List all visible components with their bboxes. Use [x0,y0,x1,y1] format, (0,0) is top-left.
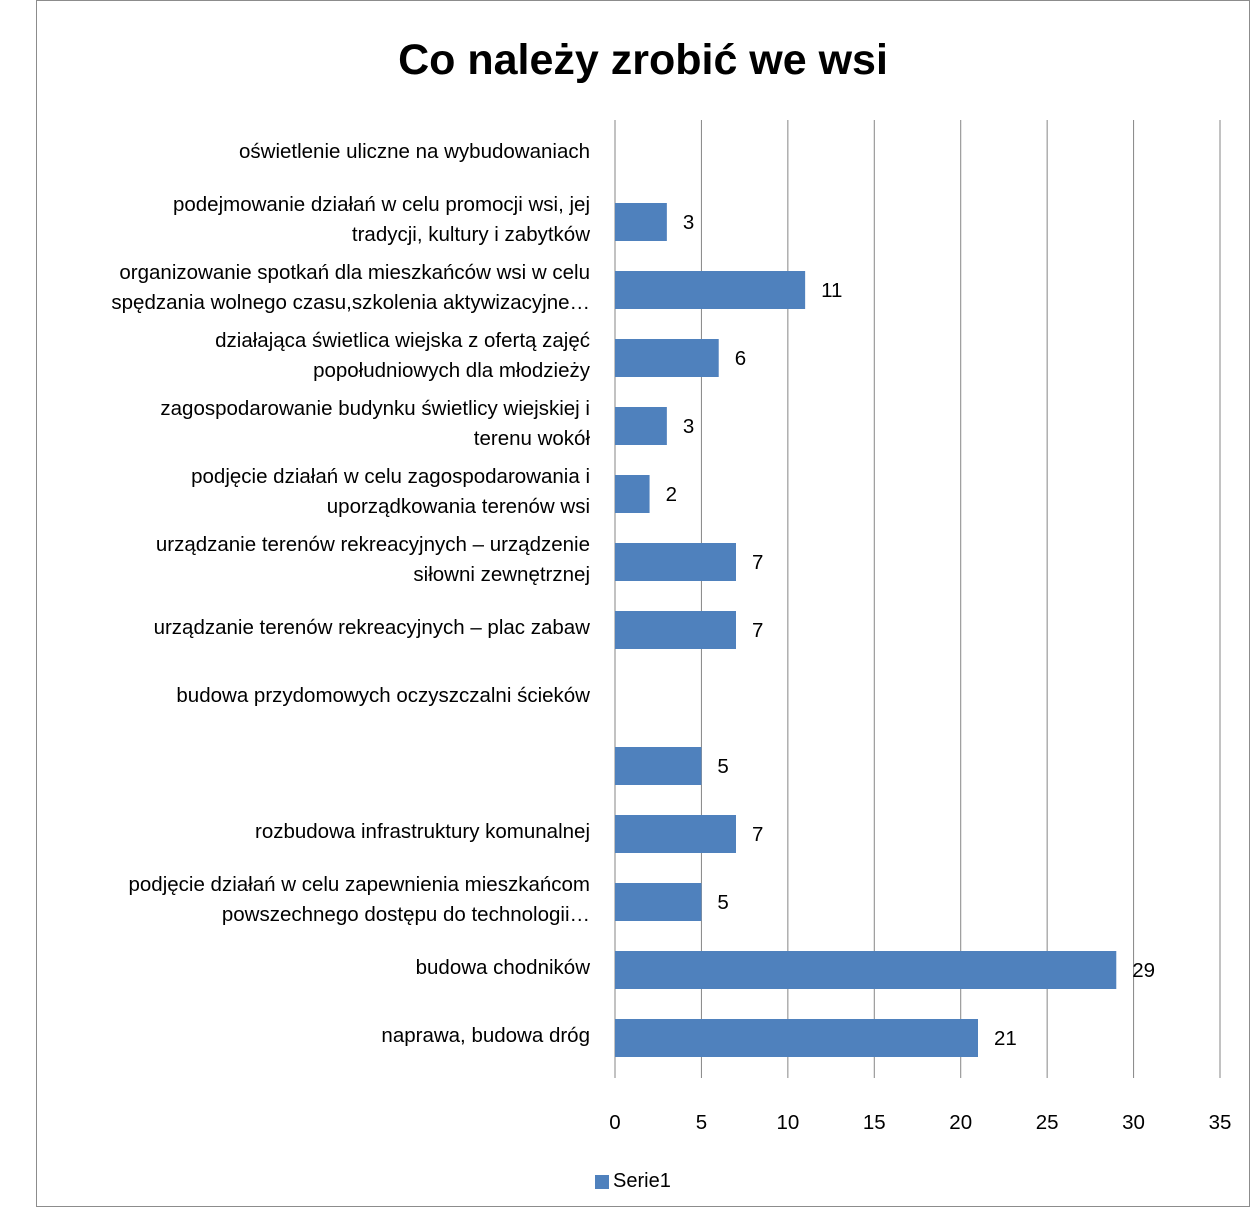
category-label: naprawa, budowa dróg [10,1021,590,1051]
x-tick-label: 0 [609,1111,620,1134]
x-tick-label: 20 [949,1111,972,1134]
data-label: 11 [821,279,842,302]
bar [615,407,667,445]
chart-frame [36,0,1250,1207]
category-label-line: podjęcie działań w celu zapewnienia mies… [128,873,590,896]
x-tick-label: 30 [1122,1111,1145,1134]
bar [615,951,1117,989]
category-label-line: organizowanie spotkań dla mieszkańców ws… [119,261,590,284]
legend: Serie1 [595,1170,671,1193]
category-label: oświetlenie uliczne na wybudowaniach [10,137,590,167]
data-label: 7 [752,619,763,642]
bar [615,883,702,921]
bar [615,1019,978,1057]
category-label-line: tradycji, kultury i zabytków [351,223,590,246]
category-label-line: urządzanie terenów rekreacyjnych – plac … [153,616,590,639]
data-label: 6 [735,347,746,370]
category-label-line: powszechnego dostępu do technologii… [221,903,590,926]
category-label: budowa chodników [10,953,590,983]
bar [615,747,702,785]
x-tick-label: 25 [1036,1111,1059,1134]
category-label: podjęcie działań w celu zagospodarowania… [10,462,590,522]
category-label: organizowanie spotkań dla mieszkańców ws… [10,258,590,318]
category-label: podejmowanie działań w celu promocji wsi… [10,190,590,250]
category-label: rozbudowa infrastruktury komunalnej [10,817,590,847]
bar [615,815,736,853]
data-label: 2 [666,483,677,506]
chart-title: Co należy zrobić we wsi [398,36,888,84]
category-label-line: urządzanie terenów rekreacyjnych – urząd… [155,533,590,556]
x-tick-label: 5 [696,1111,707,1134]
category-label-line: podejmowanie działań w celu promocji wsi… [172,193,590,216]
data-label: 3 [683,415,694,438]
category-label: urządzanie terenów rekreacyjnych – plac … [10,613,590,643]
bar [615,543,736,581]
category-label-line: terenu wokół [473,427,590,450]
category-label: urządzanie terenów rekreacyjnych – urząd… [10,530,590,590]
bar [615,475,650,513]
legend-series-name: Serie1 [613,1170,671,1192]
category-label-line: podjęcie działań w celu zagospodarowania… [191,465,590,488]
data-label: 7 [752,823,763,846]
category-label-line: budowa przydomowych oczyszczalni ścieków [176,684,590,707]
x-tick-label: 35 [1209,1111,1232,1134]
category-label-line: rozbudowa infrastruktury komunalnej [255,820,590,843]
category-label: budowa przydomowych oczyszczalni ścieków [10,681,590,711]
data-label: 29 [1132,959,1155,982]
category-label-line: siłowni zewnętrznej [413,563,590,586]
bar [615,203,667,241]
data-label: 5 [717,755,728,778]
category-label-line: działająca świetlica wiejska z ofertą za… [215,329,590,352]
data-label: 5 [717,891,728,914]
category-label-line: spędzania wolnego czasu,szkolenia aktywi… [111,291,590,314]
data-label: 7 [752,551,763,574]
bar [615,339,719,377]
data-label: 3 [683,211,694,234]
category-label: zagospodarowanie budynku świetlicy wiejs… [10,394,590,454]
category-label-line: uporządkowania terenów wsi [326,495,590,518]
x-tick-label: 10 [776,1111,799,1134]
category-label-line: budowa chodników [415,956,590,979]
category-label: podjęcie działań w celu zapewnienia mies… [10,870,590,930]
bar [615,611,736,649]
legend-swatch [595,1174,609,1189]
category-label: działająca świetlica wiejska z ofertą za… [10,326,590,386]
category-label-line: zagospodarowanie budynku świetlicy wiejs… [160,397,590,420]
bar [615,271,806,309]
category-label-line: popołudniowych dla młodzieży [313,359,590,382]
data-label: 21 [994,1027,1017,1050]
category-label-line: oświetlenie uliczne na wybudowaniach [239,140,590,163]
x-tick-label: 15 [863,1111,886,1134]
category-label-line: naprawa, budowa dróg [381,1024,590,1047]
